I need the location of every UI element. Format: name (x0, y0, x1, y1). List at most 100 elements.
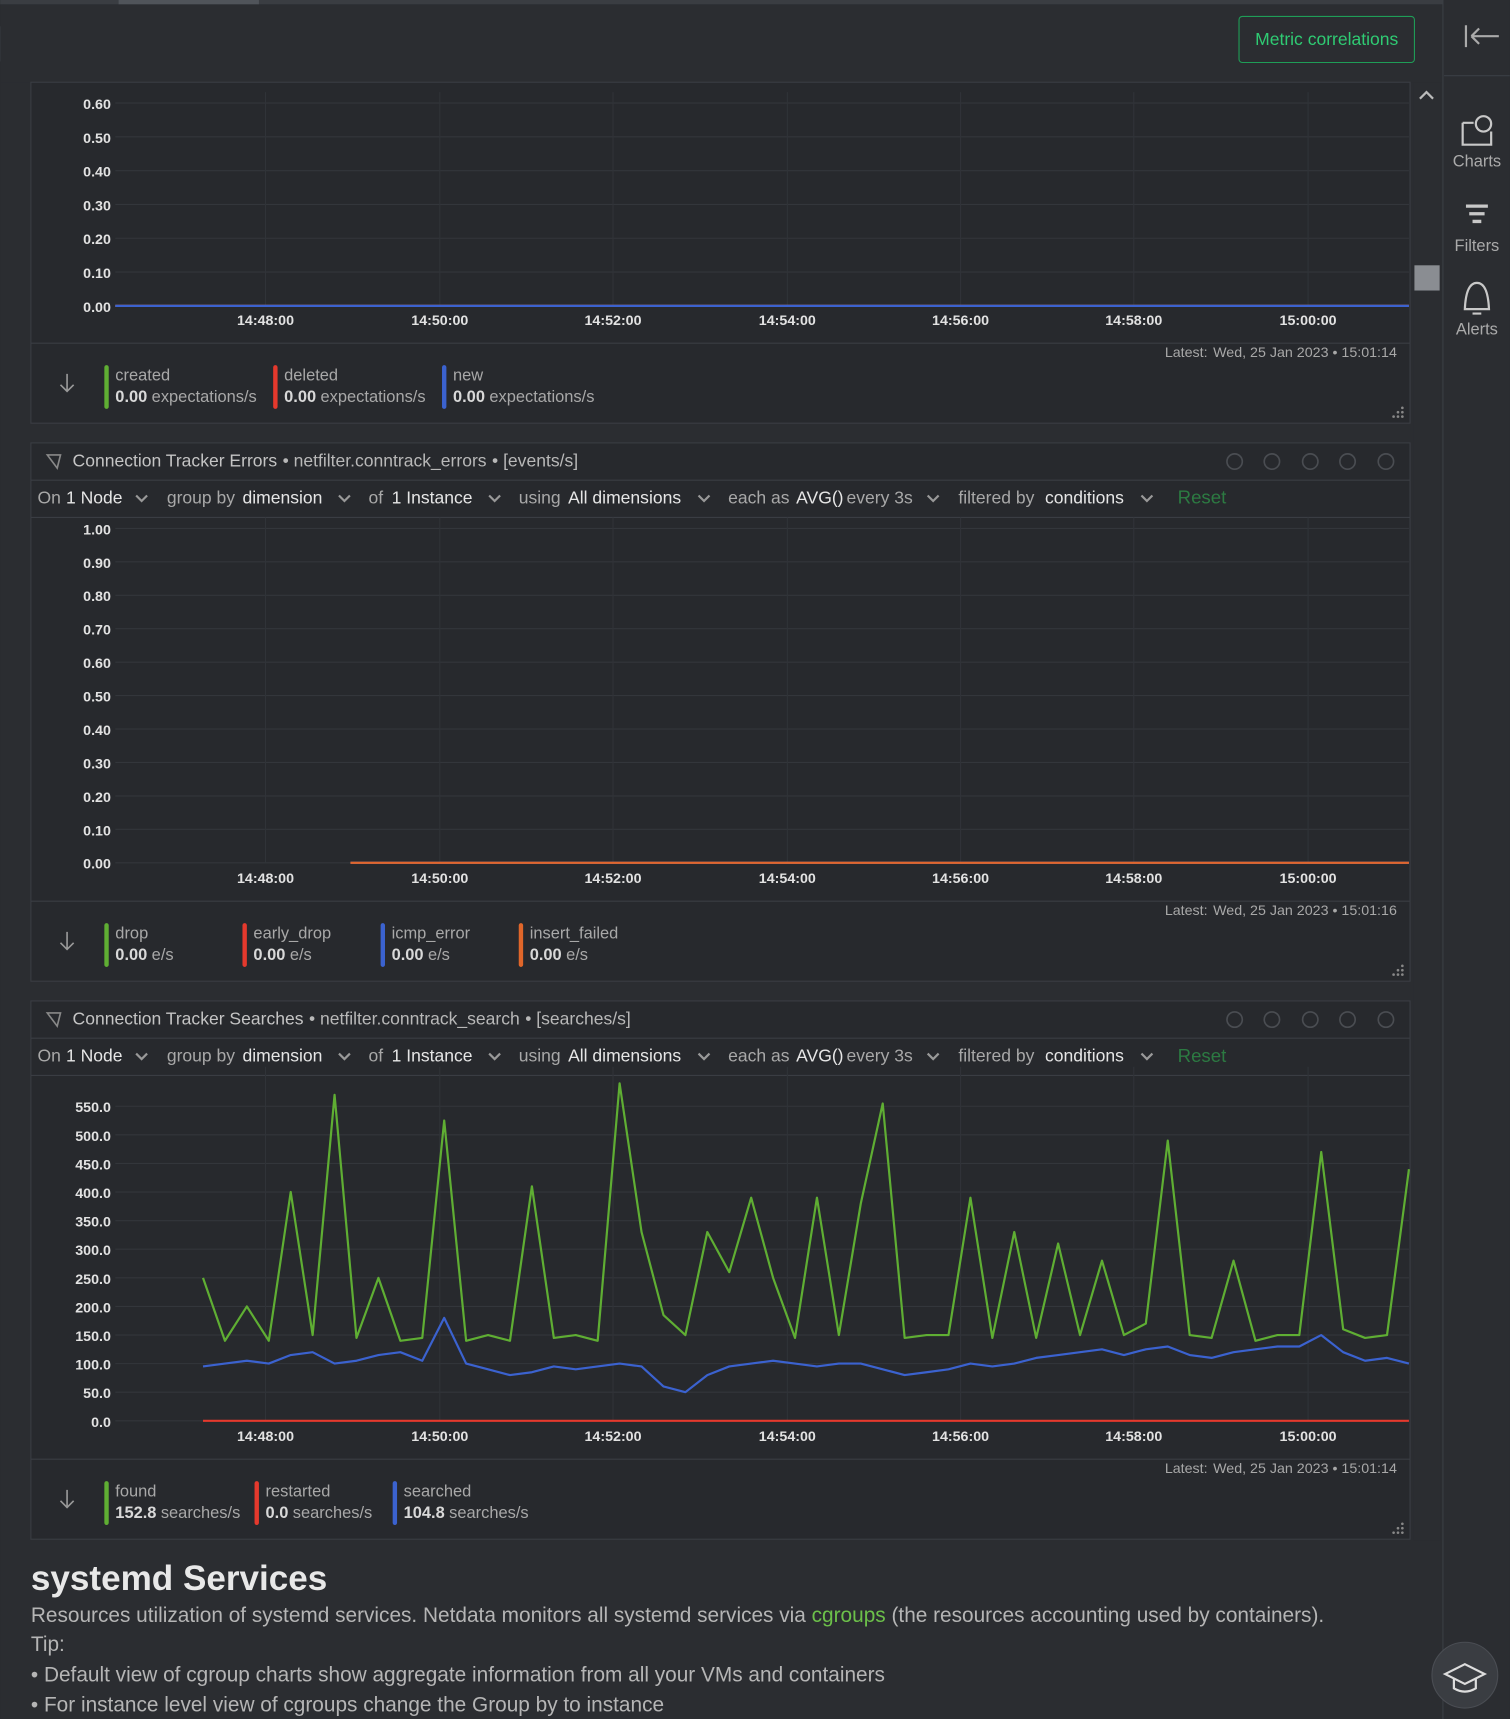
legend-unit: searches/s (293, 1504, 372, 1522)
legend-name[interactable]: drop (115, 924, 148, 942)
y-tick-label: 550.0 (75, 1100, 111, 1116)
metric-correlations-button[interactable] (1238, 15, 1415, 64)
control-value[interactable]: AVG() (796, 487, 843, 507)
learn-icon[interactable] (1442, 1662, 1488, 1693)
control-value[interactable]: conditions (1045, 487, 1124, 507)
legend-value: 0.00 expectations/s (284, 388, 425, 406)
control-label[interactable]: On (37, 1045, 60, 1065)
charts-icon-eye[interactable] (1474, 115, 1493, 133)
chart-units: • [searches/s] (525, 1008, 631, 1028)
legend-name[interactable]: searched (404, 1482, 472, 1500)
legend-value: 0.0 searches/s (266, 1504, 373, 1522)
control-value[interactable]: All dimensions (568, 1045, 681, 1065)
legend-swatch (518, 923, 524, 967)
legend-name[interactable]: icmp_error (392, 924, 471, 942)
control-value[interactable]: 1 Node (66, 487, 123, 507)
legend-latest: 0.00 (392, 946, 424, 964)
legend-name[interactable]: new (453, 366, 483, 384)
x-tick-label: 14:54:00 (759, 1429, 816, 1445)
control-label[interactable]: of (369, 1045, 384, 1065)
legend-toggle[interactable] (59, 931, 75, 951)
control-extra[interactable]: every 3s (847, 487, 913, 507)
collapse-icon[interactable] (1464, 25, 1499, 48)
resize-dot (1401, 1526, 1404, 1530)
reset-button[interactable]: Reset (1178, 487, 1227, 508)
legend-latest: 0.00 (253, 946, 285, 964)
legend-name[interactable]: restarted (266, 1482, 331, 1500)
cgroups-link[interactable]: cgroups (812, 1603, 886, 1626)
control-label[interactable]: On (37, 487, 60, 507)
y-tick-label: 400.0 (75, 1186, 111, 1202)
resize-dot (1401, 1531, 1404, 1534)
sidebar-item[interactable]: Charts (1453, 153, 1501, 171)
control-label[interactable]: each as (728, 487, 790, 507)
filters-icon[interactable] (1465, 204, 1488, 224)
control-label[interactable]: using (519, 487, 561, 507)
y-tick-label: 150.0 (75, 1329, 111, 1345)
x-tick-label: 15:00:00 (1280, 1429, 1337, 1445)
metric-correlations-label[interactable]: Metric correlations (1255, 29, 1398, 49)
control-label[interactable]: filtered by (958, 1045, 1034, 1065)
legend-value: 0.00 e/s (253, 946, 311, 964)
legend-name[interactable]: found (115, 1482, 156, 1500)
legend-swatch (242, 923, 247, 967)
control-label[interactable]: using (519, 1045, 561, 1065)
y-tick-label: 0.30 (83, 756, 111, 772)
y-tick-label: 0.40 (83, 165, 111, 181)
legend-toggle[interactable] (59, 1489, 75, 1509)
dropdown-chevron (135, 1052, 148, 1061)
x-tick-label: 14:48:00 (237, 1429, 294, 1445)
sidebar-item[interactable]: Filters (1455, 237, 1500, 255)
scroll-thumb[interactable] (1414, 265, 1440, 291)
control-label[interactable]: of (369, 487, 384, 507)
y-tick-label: 0.50 (83, 131, 111, 147)
alerts-icon[interactable] (1463, 281, 1491, 315)
chart-panel: 0.00 0.10 0.20 0.30 0.40 0.50 0.60 14:48:00 14:5… (30, 81, 1411, 424)
chart-tool (1377, 453, 1395, 471)
legend-unit: e/s (566, 946, 588, 964)
control-label[interactable]: group by (167, 487, 235, 507)
panel (30, 442, 1411, 982)
legend-toggle[interactable] (59, 373, 75, 393)
control-value[interactable]: dimension (242, 487, 322, 507)
x-tick-label: 14:56:00 (932, 1429, 989, 1445)
x-tick-label: 14:58:00 (1105, 1429, 1162, 1445)
control-label[interactable]: each as (728, 1045, 790, 1065)
control-value[interactable]: 1 Instance (392, 1045, 473, 1065)
y-tick-label: 0.20 (83, 790, 111, 806)
x-tick-label: 14:52:00 (585, 313, 642, 329)
tip: Tip: (31, 1633, 65, 1656)
legend-name[interactable]: deleted (284, 366, 338, 384)
control-label[interactable]: filtered by (958, 487, 1034, 507)
charts-icon[interactable] (1461, 121, 1493, 146)
control-extra[interactable]: every 3s (847, 1045, 913, 1065)
chart-title: Connection Tracker Errors (73, 450, 278, 470)
chart-tool (1301, 453, 1319, 471)
control-value[interactable]: dimension (242, 1045, 322, 1065)
dropdown-chevron (488, 494, 501, 503)
latest-time: Wed, 25 Jan 2023 • 15:01:14 (1213, 1461, 1397, 1477)
legend-unit: e/s (290, 946, 312, 964)
legend-unit: expectations/s (321, 388, 426, 406)
control-value[interactable]: 1 Node (66, 1045, 123, 1065)
legend-value: 152.8 searches/s (115, 1504, 240, 1522)
control-value[interactable]: AVG() (796, 1045, 843, 1065)
control-value[interactable]: conditions (1045, 1045, 1124, 1065)
resize-dot (1401, 415, 1404, 418)
control-value[interactable]: 1 Instance (392, 487, 473, 507)
sidebar-item[interactable]: Alerts (1456, 320, 1498, 338)
x-tick-label: 15:00:00 (1280, 313, 1337, 329)
legend-name[interactable]: early_drop (253, 924, 331, 942)
resize-dot (1396, 410, 1400, 414)
reset-button[interactable]: Reset (1178, 1045, 1227, 1066)
control-value[interactable]: All dimensions (568, 487, 681, 507)
control-label[interactable]: group by (167, 1045, 235, 1065)
legend-name[interactable]: insert_failed (530, 924, 619, 942)
resize-dot (1396, 968, 1400, 972)
scroll-up[interactable] (1419, 90, 1434, 100)
learn-button[interactable] (1431, 1641, 1499, 1709)
chart-tool (1226, 1011, 1244, 1029)
scrollbar-track (1413, 82, 1441, 1541)
resize-dot (1401, 1522, 1404, 1526)
legend-name[interactable]: created (115, 366, 170, 384)
